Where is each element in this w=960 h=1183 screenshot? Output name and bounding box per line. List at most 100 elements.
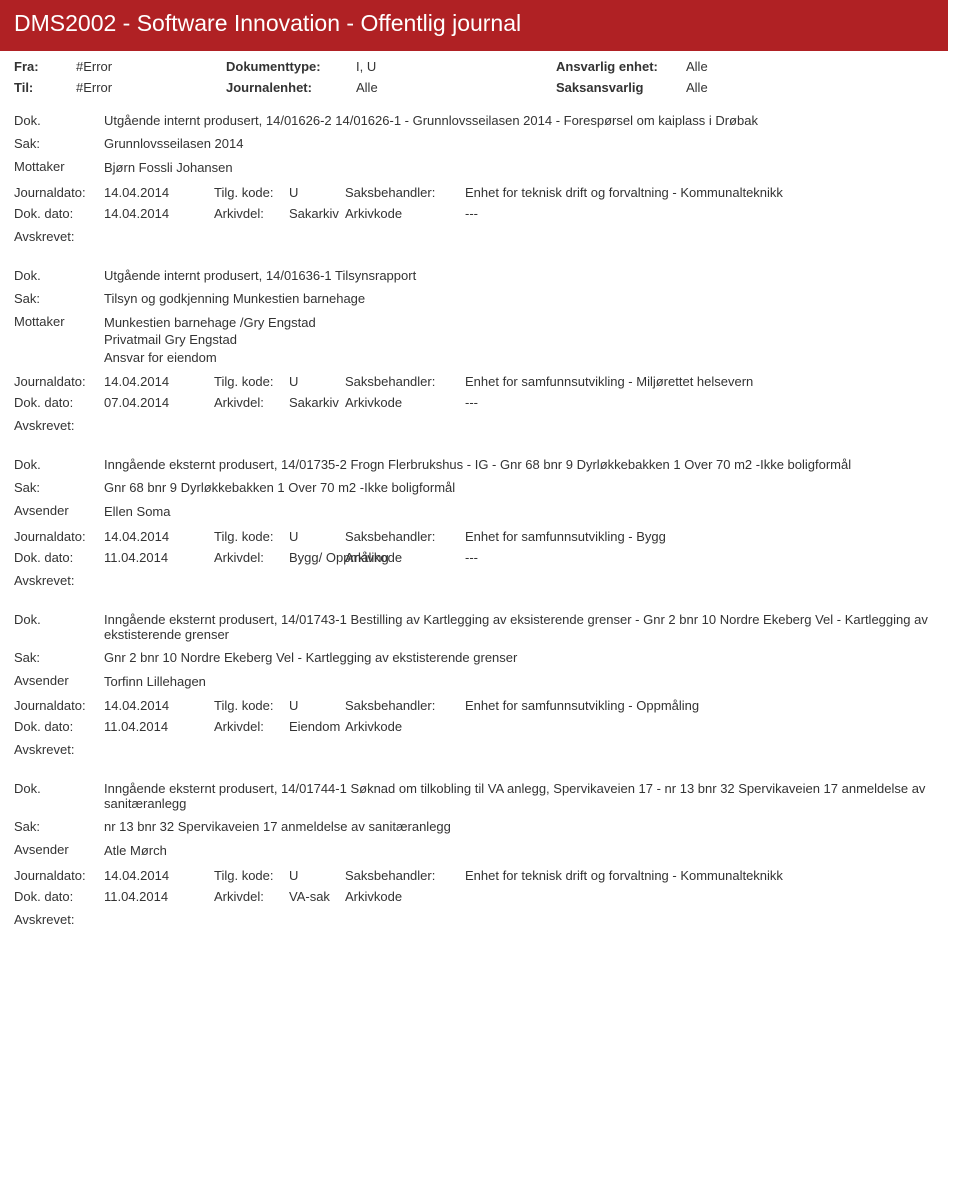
saksbehandler-value: Enhet for samfunnsutvikling - Miljørette… [465,374,934,389]
arkivkode-label: Arkivkode [345,889,465,904]
saksbehandler-label: Saksbehandler: [345,698,465,713]
dokdato-value: 07.04.2014 [104,395,214,410]
party-line: Ansvar for eiendom [104,349,934,367]
journaldato-label: Journaldato: [14,698,104,713]
page-title: DMS2002 - Software Innovation - Offentli… [14,10,934,37]
sak-label: Sak: [14,819,104,834]
arkivdel-label: Arkivdel: [214,719,289,734]
dok-value: Inngående eksternt produsert, 14/01744-1… [104,781,934,811]
journal-entry: Dok. Utgående internt produsert, 14/0163… [0,256,948,446]
tilgkode-value: U [289,374,345,389]
dok-value: Utgående internt produsert, 14/01636-1 T… [104,268,934,283]
til-value: #Error [76,80,226,95]
fra-label: Fra: [14,59,76,74]
sak-value: Grunnlovsseilasen 2014 [104,136,934,151]
saksansvarlig-label: Saksansvarlig [556,80,686,95]
arkivdel-label: Arkivdel: [214,395,289,410]
saksbehandler-value: Enhet for samfunnsutvikling - Oppmåling [465,698,934,713]
dokdato-label: Dok. dato: [14,206,104,221]
til-label: Til: [14,80,76,95]
dok-label: Dok. [14,612,104,642]
dok-label: Dok. [14,268,104,283]
saksansvarlig-value: Alle [686,80,806,95]
dokdato-value: 11.04.2014 [104,889,214,904]
journaldato-value: 14.04.2014 [104,868,214,883]
journal-entry: Dok. Inngående eksternt produsert, 14/01… [0,769,948,939]
dokdato-label: Dok. dato: [14,889,104,904]
dokdato-label: Dok. dato: [14,719,104,734]
fra-value: #Error [76,59,226,74]
arkivdel-value: Bygg/ Oppmåling [289,550,345,565]
journalenhet-value: Alle [356,80,556,95]
sak-value: Tilsyn og godkjenning Munkestien barneha… [104,291,934,306]
journaldato-value: 14.04.2014 [104,698,214,713]
party-line: Privatmail Gry Engstad [104,331,934,349]
dok-value: Utgående internt produsert, 14/01626-2 1… [104,113,934,128]
journal-entry: Dok. Inngående eksternt produsert, 14/01… [0,600,948,770]
journaldato-value: 14.04.2014 [104,374,214,389]
journalenhet-label: Journalenhet: [226,80,356,95]
party-value: Bjørn Fossli Johansen [104,159,934,177]
dok-label: Dok. [14,781,104,811]
arkivdel-value: Sakarkiv [289,395,345,410]
sak-value: Gnr 2 bnr 10 Nordre Ekeberg Vel - Kartle… [104,650,934,665]
journaldato-value: 14.04.2014 [104,185,214,200]
party-value: Munkestien barnehage /Gry EngstadPrivatm… [104,314,934,367]
party-value: Ellen Soma [104,503,934,521]
party-value: Torfinn Lillehagen [104,673,934,691]
arkivkode-value: --- [465,395,934,410]
dokdato-value: 14.04.2014 [104,206,214,221]
party-line: Munkestien barnehage /Gry Engstad [104,314,934,332]
journaldato-label: Journaldato: [14,374,104,389]
tilgkode-value: U [289,868,345,883]
arkivkode-value: --- [465,550,934,565]
dokdato-label: Dok. dato: [14,550,104,565]
journal-page: DMS2002 - Software Innovation - Offentli… [0,0,948,939]
arkivdel-label: Arkivdel: [214,206,289,221]
sak-label: Sak: [14,480,104,495]
journal-entry: Dok. Inngående eksternt produsert, 14/01… [0,445,948,600]
party-label: Avsender [14,673,104,691]
dok-value: Inngående eksternt produsert, 14/01735-2… [104,457,934,472]
page-header: DMS2002 - Software Innovation - Offentli… [0,0,948,51]
party-line: Atle Mørch [104,842,934,860]
party-line: Bjørn Fossli Johansen [104,159,934,177]
sak-value: nr 13 bnr 32 Spervikaveien 17 anmeldelse… [104,819,934,834]
avskrevet-label: Avskrevet: [6,908,942,935]
sak-label: Sak: [14,650,104,665]
dokdato-value: 11.04.2014 [104,550,214,565]
tilgkode-value: U [289,698,345,713]
tilgkode-value: U [289,185,345,200]
filter-panel: Fra: #Error Dokumenttype: I, U Ansvarlig… [0,51,948,101]
arkivdel-value: Sakarkiv [289,206,345,221]
avskrevet-label: Avskrevet: [6,414,942,441]
arkivkode-label: Arkivkode [345,395,465,410]
party-label: Mottaker [14,314,104,367]
saksbehandler-label: Saksbehandler: [345,529,465,544]
tilgkode-label: Tilg. kode: [214,698,289,713]
saksbehandler-value: Enhet for samfunnsutvikling - Bygg [465,529,934,544]
sak-label: Sak: [14,291,104,306]
party-label: Mottaker [14,159,104,177]
dokdato-label: Dok. dato: [14,395,104,410]
journaldato-label: Journaldato: [14,529,104,544]
arkivdel-label: Arkivdel: [214,550,289,565]
avskrevet-label: Avskrevet: [6,225,942,252]
journaldato-label: Journaldato: [14,868,104,883]
saksbehandler-label: Saksbehandler: [345,374,465,389]
tilgkode-value: U [289,529,345,544]
tilgkode-label: Tilg. kode: [214,529,289,544]
arkivdel-value: Eiendom [289,719,345,734]
saksbehandler-label: Saksbehandler: [345,185,465,200]
arkivkode-value: --- [465,206,934,221]
avskrevet-label: Avskrevet: [6,569,942,596]
party-label: Avsender [14,842,104,860]
tilgkode-label: Tilg. kode: [214,374,289,389]
saksbehandler-label: Saksbehandler: [345,868,465,883]
saksbehandler-value: Enhet for teknisk drift og forvaltning -… [465,868,934,883]
ansvarlig-value: Alle [686,59,806,74]
dok-label: Dok. [14,457,104,472]
saksbehandler-value: Enhet for teknisk drift og forvaltning -… [465,185,934,200]
entries-list: Dok. Utgående internt produsert, 14/0162… [0,101,948,939]
arkivkode-label: Arkivkode [345,550,465,565]
